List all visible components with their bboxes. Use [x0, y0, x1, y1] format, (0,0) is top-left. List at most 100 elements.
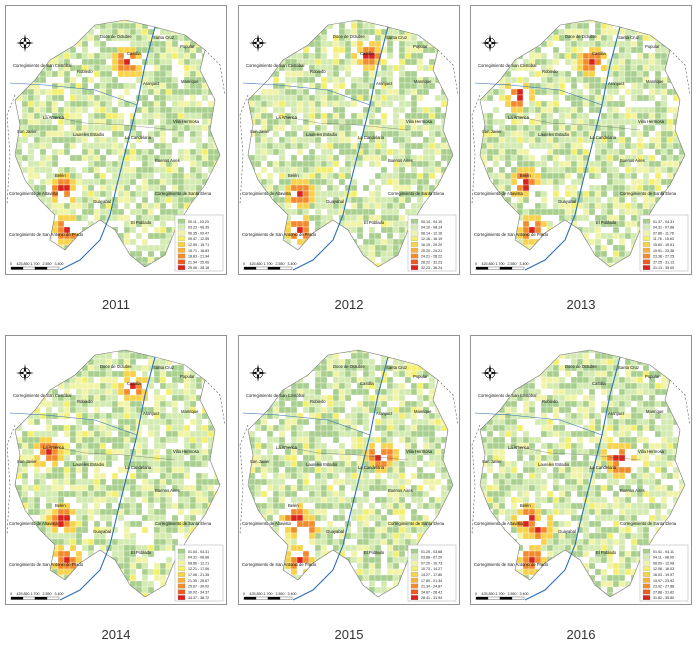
- grid-cell: [99, 496, 107, 504]
- grid-cell: [528, 208, 536, 216]
- grid-cell: [183, 154, 191, 162]
- grid-cell: [642, 208, 650, 216]
- grid-cell: [398, 196, 406, 204]
- grid-cell: [392, 112, 400, 120]
- grid-cell: [135, 508, 143, 516]
- grid-cell: [159, 496, 167, 504]
- grid-cell: [266, 160, 274, 168]
- grid-cell: [332, 46, 340, 54]
- grid-cell: [338, 142, 346, 150]
- grid-cell: [398, 70, 406, 78]
- grid-cell: [552, 106, 560, 114]
- grid-cell: [374, 94, 382, 102]
- grid-cell: [105, 124, 113, 132]
- grid-cell: [207, 100, 215, 108]
- grid-cell: [356, 196, 364, 204]
- grid-cell: [522, 220, 530, 228]
- grid-cell: [27, 88, 35, 96]
- grid-cell: [386, 250, 394, 258]
- grid-cell: [594, 154, 602, 162]
- grid-cell: [510, 124, 518, 132]
- grid-cell: [534, 142, 542, 150]
- scale-label: 425.850: [17, 262, 30, 266]
- grid-cell: [266, 112, 274, 120]
- grid-cell: [183, 64, 191, 72]
- grid-cell: [75, 466, 83, 474]
- grid-cell: [57, 508, 65, 516]
- grid-cell: [666, 106, 674, 114]
- grid-cell: [296, 184, 304, 192]
- grid-cell: [171, 430, 179, 438]
- grid-cell: [618, 244, 626, 252]
- grid-cell: [117, 430, 125, 438]
- grid-cell: [576, 40, 584, 48]
- grid-cell: [45, 130, 53, 138]
- grid-cell: [21, 430, 29, 438]
- grid-cell: [171, 208, 179, 216]
- grid-cell: [33, 430, 41, 438]
- grid-cell: [558, 52, 566, 60]
- grid-cell: [350, 214, 358, 222]
- grid-cell: [320, 40, 328, 48]
- grid-cell: [129, 508, 137, 516]
- grid-cell: [630, 214, 638, 222]
- grid-cell: [648, 166, 656, 174]
- grid-cell: [183, 400, 191, 408]
- grid-cell: [576, 124, 584, 132]
- grid-cell: [404, 82, 412, 90]
- grid-cell: [630, 130, 638, 138]
- grid-cell: [522, 214, 530, 222]
- grid-cell: [129, 430, 137, 438]
- place-label: Laureles Estadio: [306, 132, 338, 137]
- grid-cell: [398, 226, 406, 234]
- grid-cell: [69, 142, 77, 150]
- grid-cell: [87, 544, 95, 552]
- grid-cell: [33, 502, 41, 510]
- grid-cell: [540, 88, 548, 96]
- grid-cell: [93, 178, 101, 186]
- grid-cell: [498, 166, 506, 174]
- grid-cell: [308, 196, 316, 204]
- grid-cell: [534, 100, 542, 108]
- grid-cell: [314, 58, 322, 66]
- grid-cell: [284, 100, 292, 108]
- grid-cell: [386, 172, 394, 180]
- grid-cell: [618, 232, 626, 240]
- grid-cell: [362, 22, 370, 30]
- grid-cell: [594, 76, 602, 84]
- grid-cell: [135, 364, 143, 372]
- grid-cell: [183, 472, 191, 480]
- grid-cell: [618, 148, 626, 156]
- grid-cell: [648, 136, 656, 144]
- grid-cell: [129, 82, 137, 90]
- grid-cell: [69, 430, 77, 438]
- grid-cell: [606, 172, 614, 180]
- grid-cell: [117, 100, 125, 108]
- grid-cell: [546, 100, 554, 108]
- grid-cell: [320, 190, 328, 198]
- grid-cell: [69, 52, 77, 60]
- grid-cell: [648, 88, 656, 96]
- grid-cell: [147, 484, 155, 492]
- grid-cell: [63, 430, 71, 438]
- grid-cell: [81, 472, 89, 480]
- grid-cell: [159, 412, 167, 420]
- grid-cell: [39, 142, 47, 150]
- grid-cell: [642, 94, 650, 102]
- year-label: 2012: [334, 297, 364, 312]
- grid-cell: [177, 88, 185, 96]
- grid-cell: [284, 160, 292, 168]
- grid-cell: [57, 178, 65, 186]
- river: [524, 26, 621, 271]
- road: [509, 114, 641, 131]
- grid-cell: [648, 154, 656, 162]
- grid-cell: [87, 100, 95, 108]
- grid-cell: [105, 376, 113, 384]
- grid-cell: [314, 70, 322, 78]
- grid-cell: [582, 148, 590, 156]
- grid-cell: [105, 166, 113, 174]
- grid-cell: [21, 490, 29, 498]
- grid-cell: [654, 100, 662, 108]
- grid-cell: [63, 148, 71, 156]
- grid-cell: [93, 430, 101, 438]
